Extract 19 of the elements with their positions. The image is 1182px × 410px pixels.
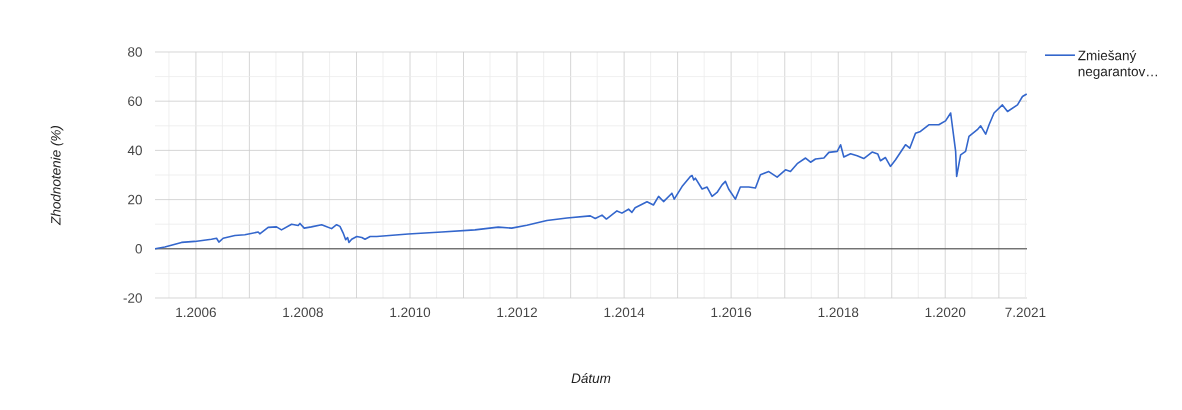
y-tick-label: -20 [123,293,142,303]
y-tick-label: 40 [127,145,142,156]
x-tick-label: 1.2010 [390,307,431,318]
x-tick-label: 1.2016 [711,307,752,318]
x-tick-label: 1.2018 [818,307,859,318]
y-tick-label: 80 [128,47,142,57]
y-axis-title: Zhodnotenie (%) [50,125,64,226]
y-tick-label: 0 [135,244,142,254]
y-tick-label: 20 [128,194,142,205]
y-tick-label: 60 [128,96,142,106]
x-tick-label: 1.2008 [283,307,323,318]
x-tick-label: 1.2020 [925,307,966,318]
x-tick-label: 7.2021 [1005,307,1046,318]
x-tick-label: 1.2006 [176,307,216,318]
legend-label: Zmiešaný negarantov… [1078,50,1157,79]
line-series [155,93,1028,250]
x-tick-label: 1.2012 [497,307,537,318]
x-tick-label: 1.2014 [604,307,645,318]
x-axis-title: Dátum [571,372,611,384]
